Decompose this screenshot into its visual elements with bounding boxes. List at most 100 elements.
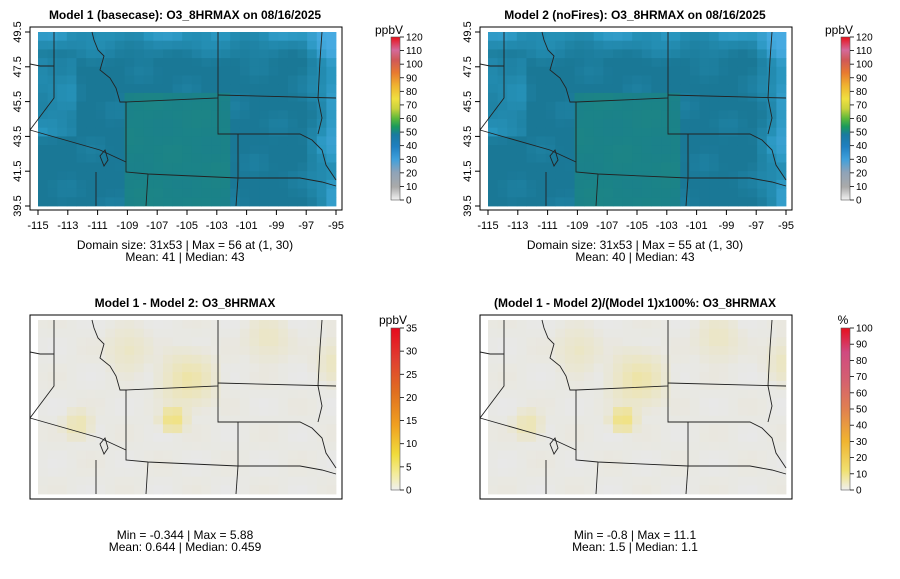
heatmap-cell	[114, 354, 125, 364]
heatmap-cell	[278, 75, 289, 85]
heatmap-cell	[737, 49, 748, 59]
heatmap-cell	[201, 320, 212, 330]
heatmap-cell	[526, 153, 537, 163]
stats-line1: Domain size: 31x53 | Max = 56 at (1, 30)	[77, 238, 293, 252]
heatmap-cell	[57, 145, 68, 155]
heatmap-cell	[564, 398, 575, 408]
heatmap-cell	[182, 40, 193, 50]
heatmap-cell	[564, 337, 575, 347]
heatmap-cell	[278, 372, 289, 382]
heatmap-cell	[66, 424, 77, 434]
heatmap-cell	[632, 119, 643, 129]
heatmap-cell	[651, 415, 662, 425]
heatmap-cell	[268, 84, 279, 94]
heatmap-cell	[507, 389, 518, 399]
heatmap-cell	[516, 40, 527, 50]
colorbar-tick-label: 70	[856, 372, 868, 383]
heatmap-cell	[95, 92, 106, 102]
heatmap-cell	[651, 389, 662, 399]
heatmap-cell	[95, 75, 106, 85]
heatmap-cell	[220, 320, 231, 330]
heatmap-cell	[211, 433, 222, 443]
heatmap-cell	[259, 66, 270, 76]
heatmap-cell	[114, 188, 125, 198]
heatmap-cell	[211, 354, 222, 364]
heatmap-cell	[497, 441, 508, 451]
heatmap-cell	[124, 101, 135, 111]
heatmap-cell	[220, 75, 231, 85]
heatmap-cell	[162, 450, 173, 460]
heatmap-cell	[651, 145, 662, 155]
heatmap-cell	[574, 459, 585, 469]
heatmap-cell	[574, 450, 585, 460]
heatmap-cell	[143, 354, 154, 364]
heatmap-cell	[259, 485, 270, 495]
heatmap-cell	[124, 171, 135, 181]
heatmap-cell	[201, 32, 212, 42]
heatmap-cell	[718, 398, 729, 408]
heatmap-cell	[134, 407, 145, 417]
heatmap-cell	[574, 424, 585, 434]
heatmap-cell	[488, 337, 499, 347]
heatmap-cell	[66, 145, 77, 155]
heatmap-cell	[661, 337, 672, 347]
heatmap-cell	[230, 101, 241, 111]
colorbar-tick-label: 25	[406, 370, 418, 381]
heatmap-cell	[699, 119, 710, 129]
heatmap-cell	[545, 66, 556, 76]
x-tick-label: -95	[778, 220, 794, 232]
heatmap-cell	[709, 127, 720, 137]
heatmap-cell	[297, 145, 308, 155]
heatmap-cell	[612, 433, 623, 443]
heatmap-cell	[182, 179, 193, 189]
heatmap-cell	[114, 66, 125, 76]
heatmap-cell	[211, 162, 222, 172]
heatmap-cell	[66, 328, 77, 338]
heatmap-cell	[57, 363, 68, 373]
heatmap-cell	[124, 162, 135, 172]
heatmap-cell	[728, 476, 739, 486]
heatmap-cell	[564, 441, 575, 451]
heatmap-cell	[593, 363, 604, 373]
heatmap-cell	[220, 398, 231, 408]
heatmap-cell	[114, 84, 125, 94]
heatmap-cell	[220, 119, 231, 129]
heatmap-cell	[555, 179, 566, 189]
heatmap-cell	[47, 188, 58, 198]
heatmap-cell	[307, 337, 318, 347]
heatmap-cell	[162, 171, 173, 181]
heatmap-cell	[526, 485, 537, 495]
heatmap-cell	[603, 380, 614, 390]
heatmap-cell	[124, 372, 135, 382]
heatmap-cell	[114, 320, 125, 330]
heatmap-cell	[632, 127, 643, 137]
heatmap-cell	[182, 346, 193, 356]
state-border	[479, 320, 505, 419]
heatmap-cell	[670, 145, 681, 155]
heatmap-cell	[114, 459, 125, 469]
heatmap-cell	[95, 40, 106, 50]
heatmap-cell	[220, 92, 231, 102]
heatmap-cell	[162, 354, 173, 364]
heatmap-cell	[211, 188, 222, 198]
heatmap-cell	[699, 485, 710, 495]
heatmap-cell	[641, 119, 652, 129]
heatmap-cell	[516, 389, 527, 399]
heatmap-cell	[526, 441, 537, 451]
heatmap-cell	[728, 127, 739, 137]
heatmap-cell	[162, 66, 173, 76]
heatmap-cell	[76, 433, 87, 443]
heatmap-cell	[497, 92, 508, 102]
heatmap-cell	[66, 188, 77, 198]
heatmap-cell	[287, 372, 298, 382]
heatmap-cell	[497, 433, 508, 443]
heatmap-cell	[172, 476, 183, 486]
heatmap-cell	[57, 153, 68, 163]
heatmap-cell	[757, 441, 768, 451]
heatmap-cell	[622, 75, 633, 85]
heatmap-cell	[211, 415, 222, 425]
heatmap-cell	[670, 467, 681, 477]
heatmap-cell	[661, 66, 672, 76]
heatmap-cell	[220, 84, 231, 94]
heatmap-cell	[536, 398, 547, 408]
